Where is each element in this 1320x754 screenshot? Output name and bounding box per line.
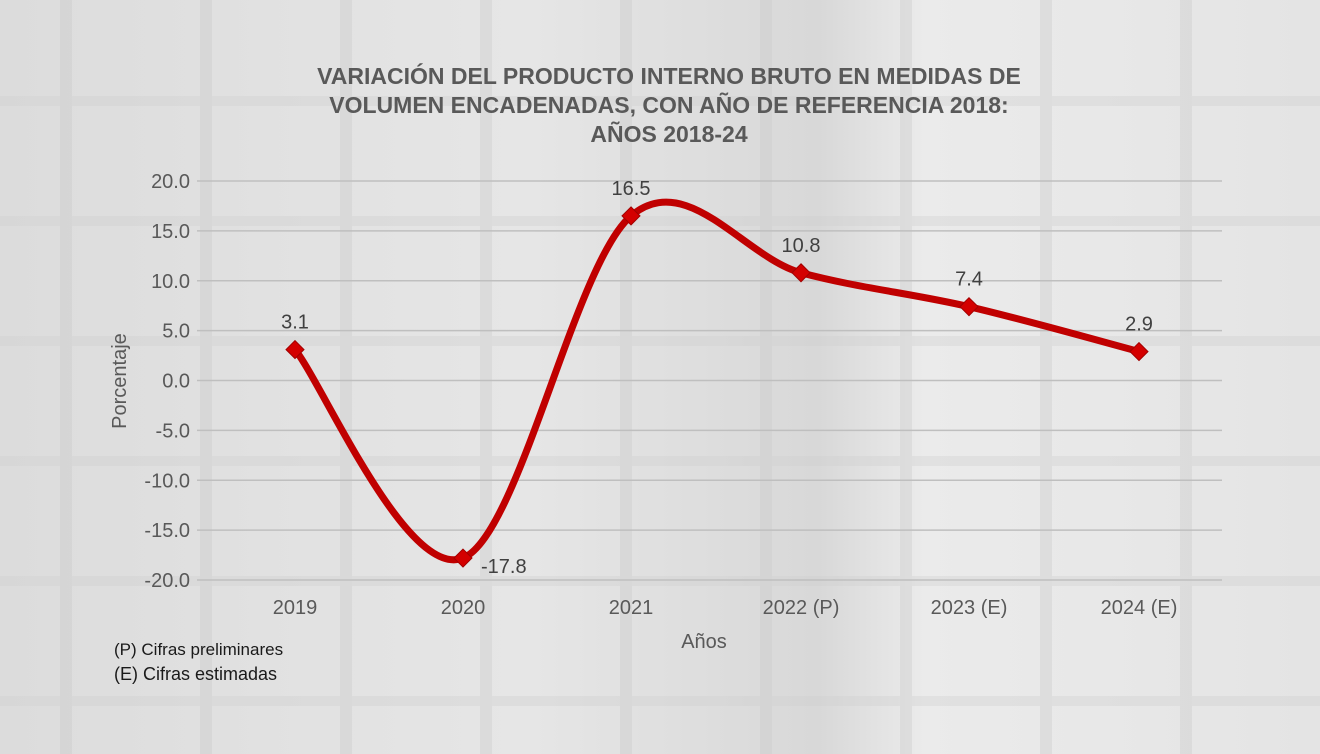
y-tick-label: 0.0 [162,371,190,393]
y-tick-label: -10.0 [144,470,190,492]
x-tick-label: 2019 [273,597,318,619]
x-tick-label: 2021 [609,597,654,619]
data-point-marker [285,339,305,360]
y-tick-label: -20.0 [144,570,190,592]
title-line-3: AÑOS 2018-24 [590,121,748,147]
data-point-marker [453,548,473,568]
x-tick-label: 2022 (P) [763,597,840,619]
data-label: 3.1 [281,312,309,334]
x-tick-label: 2023 (E) [931,597,1008,619]
y-axis-label: Porcentaje [109,333,131,429]
x-tick-label: 2024 (E) [1101,597,1178,619]
x-tick-label: 2020 [441,597,486,619]
y-tick-label: 15.0 [151,221,190,243]
data-point-marker [791,263,811,283]
note-estimated: (E) Cifras estimadas [114,664,278,684]
data-point-marker [959,296,979,317]
chart-title: VARIACIÓN DEL PRODUCTO INTERNO BRUTO EN … [0,62,1320,149]
data-label: 7.4 [955,269,983,291]
data-label: 2.9 [1125,314,1153,336]
data-point-marker [621,206,641,226]
x-axis-label: Años [681,631,727,653]
data-point-marker [1129,341,1149,362]
y-tick-label: -5.0 [156,420,190,442]
data-label: 16.5 [612,178,651,200]
y-tick-label: 10.0 [151,271,190,293]
data-label: -17.8 [481,556,527,578]
title-line-1: VARIACIÓN DEL PRODUCTO INTERNO BRUTO EN … [317,63,1021,89]
y-tick-label: 5.0 [162,321,190,343]
y-tick-label: 20.0 [151,171,190,193]
note-preliminary: (P) Cifras preliminares [114,640,284,659]
data-label: 10.8 [782,235,821,257]
y-tick-label: -15.0 [144,520,190,542]
title-line-2: VOLUMEN ENCADENADAS, CON AÑO DE REFERENC… [329,92,1009,118]
